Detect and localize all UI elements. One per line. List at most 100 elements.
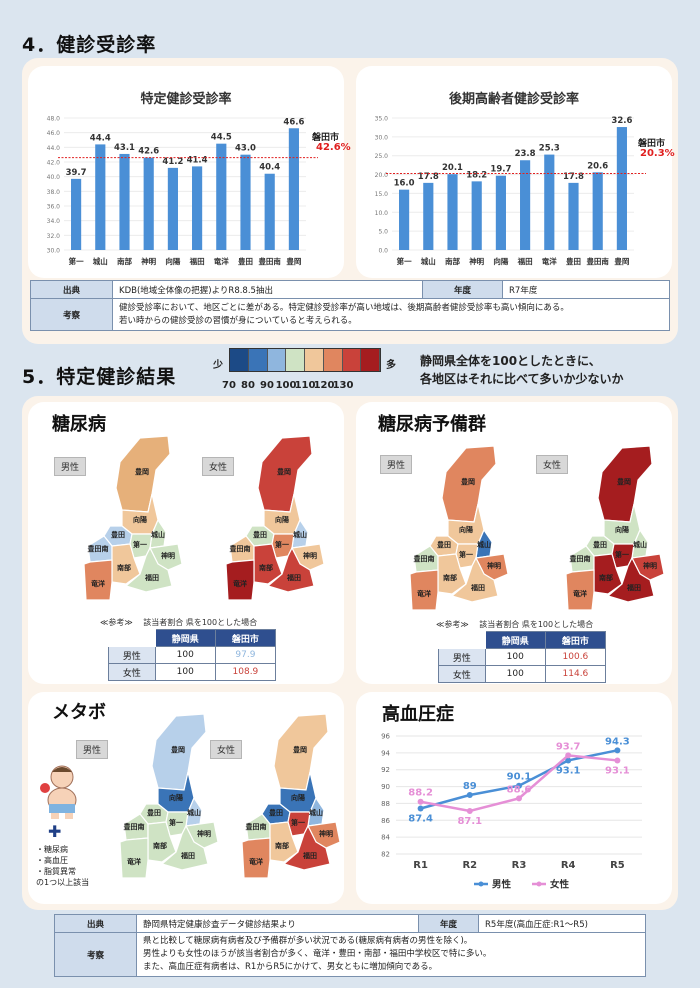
- y-tick-label: 46.0: [47, 130, 61, 137]
- x-category-label: 城山: [93, 256, 108, 266]
- data-point: [516, 782, 522, 789]
- bar-value-label: 44.5: [211, 133, 232, 143]
- bar-value-label: 44.4: [90, 133, 111, 143]
- row-male: 男性: [438, 648, 486, 666]
- scale-swatch: [305, 349, 324, 371]
- metabolic-title: メタボ: [52, 702, 106, 723]
- district-nanbu: [111, 543, 141, 585]
- x-category-label: R2: [462, 860, 477, 871]
- district-label-fukude: 福田: [470, 583, 485, 592]
- district-label-toyoda: 豊田: [147, 808, 161, 817]
- district-label-ryuyo: 竜洋: [91, 579, 105, 588]
- district-nanbu: [147, 821, 177, 863]
- district-label-ryuyo: 竜洋: [249, 857, 263, 866]
- district-label-nanbu: 南部: [117, 563, 131, 572]
- district-label-toyodaminami: 豊田南: [230, 544, 251, 553]
- y-tick-label: 35.0: [375, 116, 389, 123]
- row-female: 女性: [108, 663, 156, 681]
- source-table-1: 出典 KDB(地域全体像の把握)よりR8.8.5抽出 年度 R7年度 考察 健診受診率に…: [30, 280, 670, 331]
- district-label-daiichi: 第一: [133, 540, 147, 549]
- district-label-toyodaminami: 豊田南: [246, 822, 267, 831]
- x-category-label: 第一: [397, 256, 412, 266]
- bar-value-label: 43.1: [114, 143, 135, 153]
- scale-tick-label: 90: [260, 380, 274, 391]
- year-value: R5年度(高血圧症:R1～R5): [478, 914, 646, 933]
- y-tick-label: 0.0: [378, 248, 388, 255]
- legend-few: 少: [213, 360, 223, 371]
- x-category-label: 豊田南: [586, 256, 609, 266]
- bar: [216, 143, 227, 250]
- district-label-fukude: 福田: [286, 573, 301, 582]
- x-category-label: 豊田: [566, 256, 581, 266]
- district-label-nanbu: 南部: [275, 841, 289, 850]
- district-nanbu: [269, 821, 299, 863]
- district-label-fukude: 福田: [302, 851, 317, 860]
- scale-swatch: [342, 349, 362, 371]
- district-nanbu: [253, 543, 283, 585]
- color-scale-labels: 70 80 90 100 110 120 130: [220, 380, 390, 392]
- discussion-line-1: 県と比較して糖尿病有病者及び予備群が多い状況である(糖尿病有病者の男性を除く)。: [143, 936, 473, 946]
- discussion-label: 考察: [54, 932, 137, 977]
- y-tick-label: 34.0: [47, 218, 61, 225]
- y-tick-label: 94: [381, 749, 390, 757]
- y-tick-label: 86: [381, 817, 390, 825]
- district-label-daiichi: 第一: [169, 818, 183, 827]
- data-point: [565, 757, 572, 764]
- data-label: 87.1: [457, 816, 482, 827]
- scale-tick-label: 100: [275, 380, 297, 391]
- col-pref: 静岡県: [154, 629, 216, 647]
- district-ryuyo: [83, 559, 113, 601]
- bar: [71, 178, 82, 250]
- y-tick-label: 10.0: [375, 210, 389, 217]
- district-label-toyodaminami: 豊田南: [124, 822, 145, 831]
- district-label-daiichi: 第一: [275, 540, 289, 549]
- data-label: 93.1: [556, 765, 581, 776]
- year-label: 年度: [422, 280, 503, 299]
- diabetes-card: 糖尿病 男性 女性 豊岡 向陽 豊田 城山 豊田南 第一 神明 南部 竜洋 福田 豊岡 向陽 豊田 城山…: [28, 402, 344, 684]
- x-category-label: 竜洋: [214, 256, 229, 266]
- data-label: 87.4: [408, 813, 433, 824]
- y-tick-label: 36.0: [47, 204, 61, 211]
- district-label-koyo: 向陽: [291, 793, 305, 802]
- metabolic-criteria: ・糖尿病 ・高血圧 ・脂質異常 の1つ以上該当: [36, 844, 89, 888]
- scale-tick-label: 70: [222, 380, 236, 391]
- x-category-label: 竜洋: [542, 256, 557, 266]
- bar-value-label: 40.4: [259, 163, 280, 173]
- data-label: 90.1: [507, 772, 532, 783]
- cell: 100: [154, 663, 216, 681]
- data-point: [614, 757, 621, 764]
- plus-icon: ✚: [48, 822, 62, 841]
- bar: [495, 175, 506, 250]
- bar-value-label: 43.0: [235, 144, 256, 154]
- prediabetes-male-tag: 男性: [380, 455, 413, 474]
- bar: [399, 189, 410, 250]
- col-pref: 静岡県: [484, 631, 546, 649]
- district-label-toyodaminami: 豊田南: [570, 554, 591, 563]
- section5-title: 5．特定健診結果: [22, 366, 177, 388]
- y-tick-label: 44.0: [47, 145, 61, 152]
- col-city: 磐田市: [214, 629, 277, 647]
- bar: [423, 182, 434, 250]
- district-label-shiroyama: 城山: [309, 808, 323, 817]
- criteria-3: ・脂質異常: [36, 867, 76, 876]
- x-category-label: 神明: [141, 256, 156, 266]
- chart2-card: 後期高齢者健診受診率 0.0 5.0 10.0 15.0 20.0 25.0 30.0 35.…: [356, 66, 675, 278]
- y-tick-label: 20.0: [375, 172, 389, 179]
- bar: [616, 127, 627, 250]
- y-tick-label: 25.0: [375, 153, 389, 160]
- x-category-label: 南部: [445, 256, 460, 266]
- x-category-label: 豊岡: [286, 256, 301, 266]
- district-fukude: [450, 556, 499, 603]
- color-scale-bar: [229, 348, 381, 372]
- discussion-line-2: 男性よりも女性のほうが該当者割合が多く、竜洋・豊田・南部・福田中学校区で特に多い…: [143, 949, 492, 959]
- diabetes-ref-table: 静岡県 磐田市 男性 100 97.9 女性 100 108.9: [108, 629, 277, 681]
- district-ryuyo: [409, 569, 439, 611]
- bar-value-label: 18.2: [466, 170, 487, 180]
- prediabetes-card: 糖尿病予備群 男性 女性 豊岡 向陽 豊田 城山 豊田南 第一 神明 南部 竜洋 福田 豊岡 向陽豊…: [356, 402, 672, 684]
- chart1-svg: 30.0 32.0 34.0 36.0 38.0 40.0 42.0 44.0 46.0 48.0…: [47, 116, 318, 266]
- discussion-label: 考察: [30, 298, 113, 331]
- cell: 100.6: [544, 648, 607, 666]
- source-label: 出典: [30, 280, 113, 299]
- section4-title: 4．健診受診率: [22, 34, 157, 56]
- source-value: 静岡県特定健康診査データ健診結果より: [136, 914, 419, 933]
